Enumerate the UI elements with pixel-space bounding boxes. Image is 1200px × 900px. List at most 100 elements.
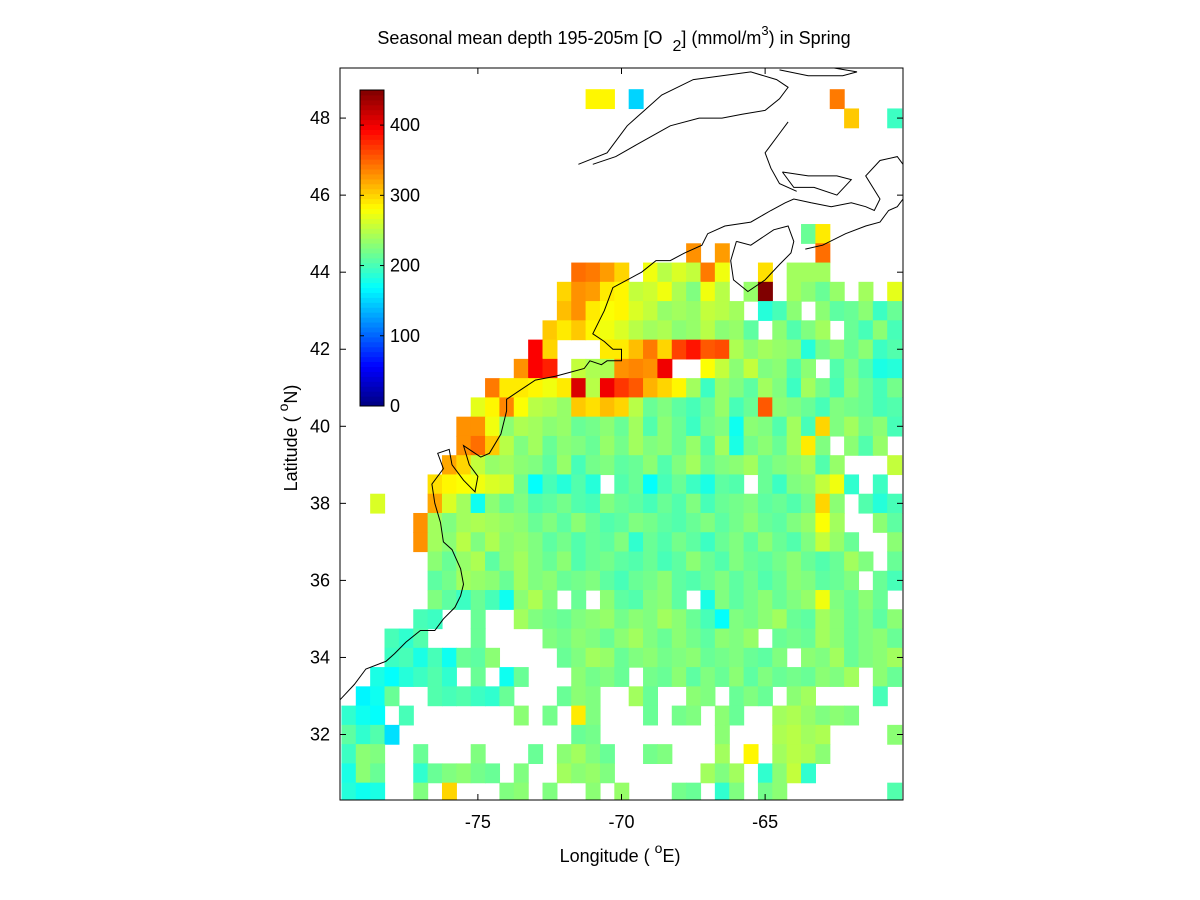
colorbar-tick-label: 300 [390, 185, 420, 205]
colorbar-segment [360, 322, 384, 328]
heatmap-cell [729, 551, 745, 572]
heatmap-cell [829, 474, 845, 495]
heatmap-cell [801, 512, 816, 533]
heatmap-cell [643, 455, 658, 476]
heatmap-cell [585, 570, 601, 591]
heatmap-cell [686, 570, 702, 591]
heatmap-cell [757, 532, 773, 553]
colorbar-tick-label: 0 [390, 396, 400, 416]
heatmap-cell [456, 647, 472, 668]
heatmap-cell [858, 358, 874, 379]
heatmap-cell [858, 609, 874, 630]
heatmap-cell [801, 474, 816, 495]
heatmap-cell [528, 512, 544, 533]
heatmap-cell [370, 705, 386, 726]
heatmap-cell [872, 667, 888, 687]
heatmap-cell [643, 667, 658, 687]
heatmap-cell [772, 551, 788, 572]
heatmap-cell [513, 512, 529, 533]
colorbar-segment [360, 252, 384, 259]
heatmap-cell [872, 435, 888, 456]
heatmap-cell [599, 493, 615, 514]
heatmap-cell [499, 474, 515, 495]
heatmap-cell [844, 590, 860, 610]
heatmap-cell [614, 416, 630, 437]
heatmap-cell [686, 551, 702, 572]
heatmap-cell [801, 416, 816, 437]
heatmap-cell [757, 686, 773, 707]
heatmap-cell [370, 744, 386, 764]
heatmap-cell [801, 262, 816, 283]
heatmap-cell [671, 628, 687, 649]
heatmap-cell [829, 532, 845, 553]
heatmap-cell [700, 378, 716, 398]
heatmap-cell [772, 416, 788, 437]
heatmap-cell [743, 493, 759, 514]
heatmap-cell [599, 628, 615, 649]
heatmap-cell [786, 281, 802, 302]
heatmap-cell [657, 570, 673, 591]
heatmap-cell [614, 532, 630, 553]
heatmap-cell [729, 320, 745, 341]
heatmap-cell [858, 339, 874, 360]
heatmap-cell [743, 339, 759, 360]
heatmap-cell [413, 512, 429, 533]
plot-area: -75 -70 -65 32 34 36 38 40 42 44 46 48 [310, 67, 904, 832]
heatmap-cell [599, 281, 615, 302]
x-axis-ticks: -75 -70 -65 [465, 68, 778, 832]
colorbar-segment [360, 381, 384, 387]
heatmap-cell [872, 512, 888, 533]
heatmap-cell [729, 378, 745, 398]
heatmap-cell [571, 551, 587, 572]
heatmap-cell [585, 628, 601, 649]
colorbar-tick-label: 200 [390, 256, 420, 276]
colorbar-segment [360, 317, 384, 323]
colorbar-segment [360, 361, 384, 367]
heatmap-cell [628, 89, 644, 110]
heatmap-cell [542, 474, 558, 495]
heatmap-cell [743, 628, 759, 649]
heatmap-cell [829, 512, 845, 533]
heatmap-cell [700, 686, 716, 707]
x-tick-label: -70 [608, 812, 634, 832]
heatmap-cell [757, 358, 773, 379]
heatmap-cell [413, 782, 429, 800]
heatmap-cell [714, 397, 730, 418]
heatmap-cell [657, 647, 673, 668]
heatmap-cell [456, 416, 472, 437]
heatmap-cell [643, 358, 658, 379]
heatmap-cell [643, 628, 658, 649]
heatmap-cell [599, 89, 615, 110]
heatmap-cell [757, 667, 773, 687]
heatmap-cell [427, 667, 443, 687]
colorbar-segment [360, 94, 384, 101]
heatmap-cell [686, 667, 702, 687]
heatmap-cell [470, 609, 486, 630]
heatmap-cell [542, 435, 558, 456]
heatmap-cell [657, 416, 673, 437]
heatmap-cell [513, 493, 529, 514]
heatmap-cell [499, 378, 515, 398]
heatmap-cell [413, 744, 429, 764]
heatmap-cell [772, 724, 788, 745]
heatmap-cell [786, 744, 802, 764]
heatmap-cell [729, 628, 745, 649]
colorbar-segment [360, 134, 384, 140]
heatmap-cell [585, 782, 601, 800]
heatmap-cell [542, 512, 558, 533]
heatmap-cell [844, 705, 860, 726]
heatmap-cell [628, 493, 644, 514]
coastline [340, 68, 903, 701]
heatmap-cell [743, 378, 759, 398]
colorbar-segment [360, 287, 384, 293]
heatmap-cell [829, 358, 845, 379]
heatmap-cell [413, 532, 429, 553]
heatmap-cell [571, 262, 587, 283]
heatmap-cell [757, 339, 773, 360]
heatmap-cell [628, 435, 644, 456]
heatmap-cell [801, 358, 816, 379]
heatmap-cell [743, 455, 759, 476]
heatmap-cell [485, 551, 501, 572]
heatmap-cell [542, 570, 558, 591]
heatmap-cell [643, 320, 658, 341]
